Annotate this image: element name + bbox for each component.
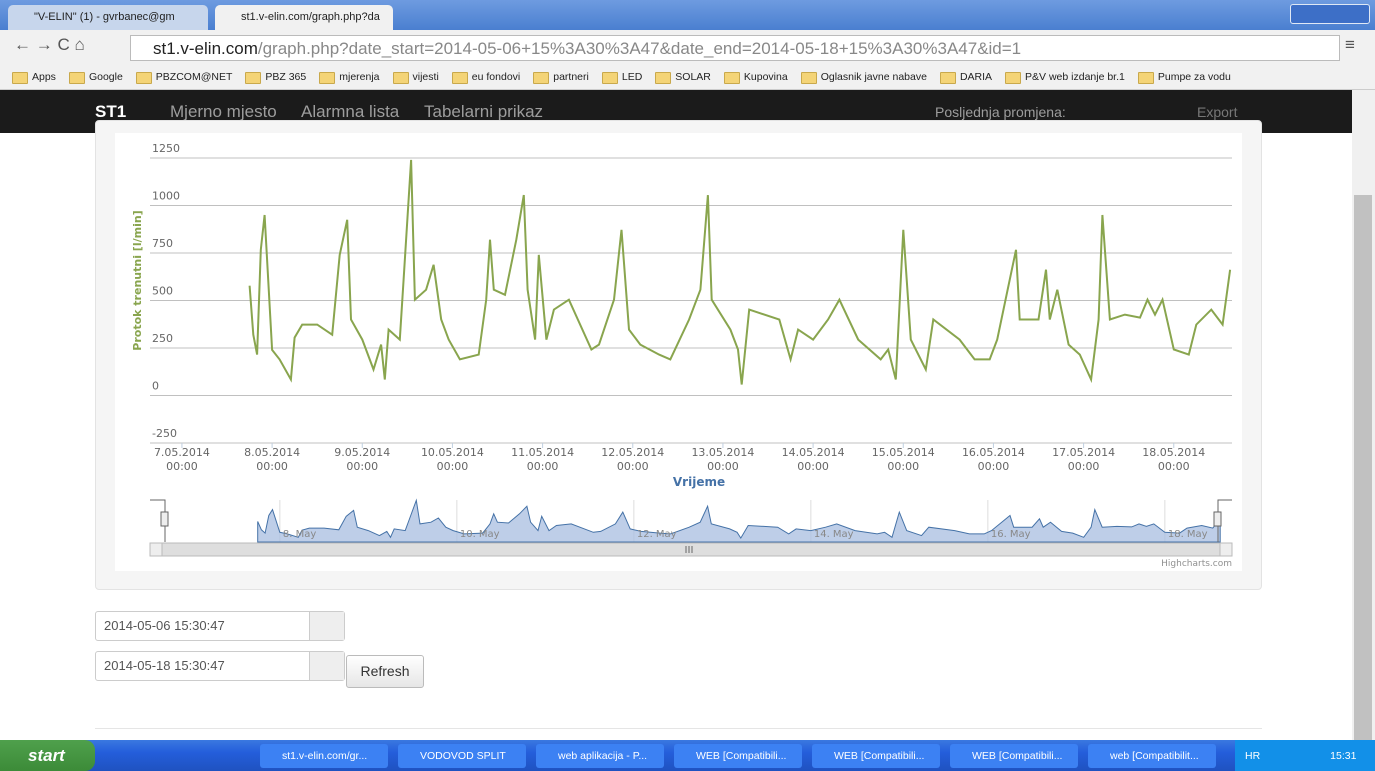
x-tick-label: 9.05.2014 bbox=[334, 446, 390, 459]
y-axis-title: Protok trenutni [l/min] bbox=[131, 210, 144, 350]
y-tick-label: 750 bbox=[152, 237, 173, 250]
task-button[interactable]: VODOVOD SPLIT bbox=[398, 744, 526, 768]
date-start: 2014-05-06 15:30:47 bbox=[104, 618, 225, 633]
y-tick-label: 250 bbox=[152, 332, 173, 345]
page-body: "V-ELIN" (1) - gvrbanec@gm st1.v-elin.co… bbox=[0, 0, 1375, 771]
task-button[interactable]: WEB [Compatibili... bbox=[812, 744, 940, 768]
x-axis-title: Vrijeme bbox=[673, 475, 725, 489]
credit: Highcharts.com bbox=[1161, 559, 1232, 569]
x-tick-label: 00:00 bbox=[617, 460, 649, 473]
date-end: 2014-05-18 15:30:47 bbox=[104, 658, 225, 673]
navigator-label: 8. May bbox=[283, 529, 316, 540]
navigator-label: 16. May bbox=[991, 529, 1031, 540]
x-tick-label: 18.05.2014 bbox=[1142, 446, 1205, 459]
data-line bbox=[250, 160, 1231, 385]
x-tick-label: 7.05.2014 bbox=[154, 446, 210, 459]
y-tick-label: 1250 bbox=[152, 142, 180, 155]
x-tick-label: 00:00 bbox=[887, 460, 919, 473]
task-button[interactable]: web aplikacija - P... bbox=[536, 744, 664, 768]
navigator-area bbox=[258, 500, 1220, 542]
x-tick-label: 00:00 bbox=[256, 460, 288, 473]
x-tick-label: 8.05.2014 bbox=[244, 446, 300, 459]
x-tick-label: 00:00 bbox=[166, 460, 198, 473]
x-tick-label: 00:00 bbox=[797, 460, 829, 473]
navigator-label: 18. May bbox=[1168, 529, 1208, 540]
divider bbox=[95, 728, 1262, 729]
x-tick-label: 11.05.2014 bbox=[511, 446, 574, 459]
date-input[interactable]: 2014-05-18 15:30:47 bbox=[95, 651, 345, 681]
x-tick-label: 00:00 bbox=[1068, 460, 1100, 473]
task-button[interactable]: WEB [Compatibili... bbox=[950, 744, 1078, 768]
x-tick-label: 10.05.2014 bbox=[421, 446, 484, 459]
y-tick-label: 0 bbox=[152, 380, 159, 393]
tray: HR 15:31 bbox=[1235, 740, 1375, 771]
scroll-thumb[interactable] bbox=[1354, 195, 1372, 750]
x-tick-label: 15.05.2014 bbox=[872, 446, 935, 459]
navigator-label: 12. May bbox=[637, 529, 677, 540]
navigator-handle bbox=[1214, 512, 1221, 526]
x-tick-label: 14.05.2014 bbox=[782, 446, 845, 459]
calendar-button[interactable] bbox=[309, 652, 344, 680]
language[interactable]: HR bbox=[1245, 750, 1260, 762]
x-tick-label: 00:00 bbox=[978, 460, 1010, 473]
x-tick-label: 12.05.2014 bbox=[601, 446, 664, 459]
task-button[interactable]: WEB [Compatibili... bbox=[674, 744, 802, 768]
taskbar: start st1.v-elin.com/gr... VODOVOD SPLIT w… bbox=[0, 740, 1375, 771]
x-tick-label: 16.05.2014 bbox=[962, 446, 1025, 459]
date-input[interactable]: 2014-05-06 15:30:47 bbox=[95, 611, 345, 641]
calendar-button[interactable] bbox=[309, 612, 344, 640]
x-tick-label: 00:00 bbox=[707, 460, 739, 473]
scrollbar[interactable] bbox=[1352, 90, 1375, 740]
navigator-handle bbox=[161, 512, 168, 526]
start-button[interactable]: start bbox=[0, 740, 95, 771]
navigator-label: 14. May bbox=[814, 529, 854, 540]
y-tick-label: 1000 bbox=[152, 190, 180, 203]
x-tick-label: 17.05.2014 bbox=[1052, 446, 1115, 459]
y-tick-label: 500 bbox=[152, 285, 173, 298]
x-tick-label: 00:00 bbox=[346, 460, 378, 473]
navigator-label: 10. May bbox=[460, 529, 500, 540]
x-tick-label: 00:00 bbox=[1158, 460, 1190, 473]
task-list: st1.v-elin.com/gr... VODOVOD SPLIT web apl… bbox=[260, 744, 1226, 768]
x-tick-label: 00:00 bbox=[527, 460, 559, 473]
x-tick-label: 13.05.2014 bbox=[691, 446, 754, 459]
y-tick-label: -250 bbox=[152, 427, 177, 440]
task-button[interactable]: web [Compatibilit... bbox=[1088, 744, 1216, 768]
x-tick-label: 00:00 bbox=[437, 460, 469, 473]
page: graph { "browser": { "tabs": ["\"V-ELIN\… bbox=[0, 0, 1375, 771]
scrollbar-thumb bbox=[162, 543, 1220, 556]
clock: 15:31 bbox=[1330, 750, 1356, 762]
task-button[interactable]: st1.v-elin.com/gr... bbox=[260, 744, 388, 768]
refresh-button[interactable]: Refresh bbox=[346, 655, 424, 688]
